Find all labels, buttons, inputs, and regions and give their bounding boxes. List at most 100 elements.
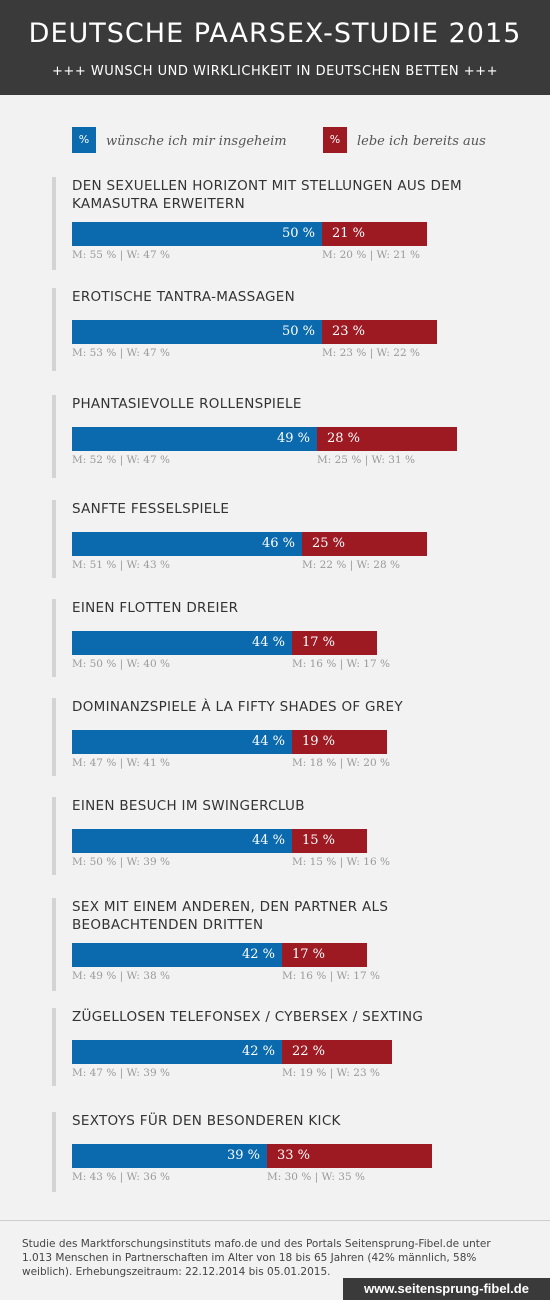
- gender-split-already: M: 18 % | W: 20 %: [292, 757, 390, 769]
- legend-swatch-wish: %: [72, 127, 96, 153]
- gender-split-already: M: 25 % | W: 31 %: [317, 454, 415, 466]
- bar-wish: 49 %: [72, 427, 317, 451]
- chart-group: SEX MIT EINEM ANDEREN, DEN PARTNER ALS B…: [52, 898, 512, 991]
- bar-already-value: 15 %: [302, 833, 336, 848]
- legend-swatch-already: %: [323, 127, 347, 153]
- group-divider-line: [52, 288, 56, 371]
- bar-already-value: 25 %: [312, 536, 346, 551]
- gender-split-wish: M: 55 % | W: 47 %: [72, 249, 170, 261]
- gender-split-wish: M: 53 % | W: 47 %: [72, 347, 170, 359]
- gender-split-wish: M: 50 % | W: 40 %: [72, 658, 170, 670]
- bar-wish-value: 44 %: [251, 635, 285, 650]
- chart-group: EINEN FLOTTEN DREIER 44 % 17 % M: 50 % | W:…: [52, 599, 512, 677]
- bar-wish: 44 %: [72, 631, 292, 655]
- gender-split-wish: M: 49 % | W: 38 %: [72, 970, 170, 982]
- chart-group: SEXTOYS FÜR DEN BESONDEREN KICK 39 % 33 % M…: [52, 1112, 512, 1192]
- footer-note: Studie des Marktforschungsinstituts mafo…: [22, 1238, 491, 1278]
- category-label: ZÜGELLOSEN TELEFONSEX / CYBERSEX / SEXTI…: [72, 1009, 424, 1025]
- group-divider-line: [52, 898, 56, 991]
- gender-split-already: M: 30 % | W: 35 %: [267, 1171, 365, 1183]
- bar-already-value: 23 %: [332, 324, 366, 339]
- bar-wish-value: 46 %: [261, 536, 295, 551]
- bar-already-value: 28 %: [327, 431, 361, 446]
- bar-already-value: 21 %: [332, 226, 366, 241]
- bar-wish: 44 %: [72, 829, 292, 853]
- group-divider-line: [52, 599, 56, 677]
- bar-already: 25 %: [302, 532, 427, 556]
- header-banner: DEUTSCHE PAARSEX-STUDIE 2015 +++ WUNSCH …: [0, 0, 550, 95]
- gender-split-wish: M: 47 % | W: 41 %: [72, 757, 170, 769]
- bar-already-value: 19 %: [302, 734, 336, 749]
- bar-wish-value: 39 %: [226, 1148, 260, 1163]
- bar-already: 15 %: [292, 829, 367, 853]
- group-divider-line: [52, 177, 56, 270]
- category-label: SANFTE FESSELSPIELE: [72, 501, 230, 517]
- bar-already: 28 %: [317, 427, 457, 451]
- bar-wish-value: 44 %: [251, 833, 285, 848]
- page-title: DEUTSCHE PAARSEX-STUDIE 2015: [28, 18, 522, 49]
- category-label: EINEN BESUCH IM SWINGERCLUB: [72, 798, 305, 814]
- bar-wish: 39 %: [72, 1144, 267, 1168]
- category-label: EROTISCHE TANTRA-MASSAGEN: [72, 289, 296, 305]
- category-label: PHANTASIEVOLLE ROLLENSPIELE: [72, 396, 302, 412]
- bar-wish: 46 %: [72, 532, 302, 556]
- bar-already: 22 %: [282, 1040, 392, 1064]
- gender-split-already: M: 19 % | W: 23 %: [282, 1067, 380, 1079]
- bar-wish: 50 %: [72, 222, 322, 246]
- bar-wish-value: 42 %: [241, 1044, 275, 1059]
- gender-split-wish: M: 43 % | W: 36 %: [72, 1171, 170, 1183]
- bar-wish-value: 50 %: [281, 226, 315, 241]
- gender-split-wish: M: 51 % | W: 43 %: [72, 559, 170, 571]
- gender-split-already: M: 22 % | W: 28 %: [302, 559, 400, 571]
- bar-wish-value: 50 %: [281, 324, 315, 339]
- chart-group: SANFTE FESSELSPIELE 46 % 25 % M: 51 % | W: …: [52, 500, 512, 578]
- gender-split-already: M: 20 % | W: 21 %: [322, 249, 420, 261]
- footer-divider: [0, 1220, 550, 1221]
- category-label: SEXTOYS FÜR DEN BESONDEREN KICK: [72, 1113, 341, 1129]
- bar-already: 33 %: [267, 1144, 432, 1168]
- bar-already: 17 %: [292, 631, 377, 655]
- legend-label-already: lebe ich bereits aus: [357, 134, 486, 149]
- chart-group: EROTISCHE TANTRA-MASSAGEN 50 % 23 % M: 53 %…: [52, 288, 512, 371]
- group-divider-line: [52, 698, 56, 776]
- category-label: SEX MIT EINEM ANDEREN, DEN PARTNER ALS B…: [72, 899, 389, 933]
- gender-split-wish: M: 47 % | W: 39 %: [72, 1067, 170, 1079]
- bar-already: 17 %: [282, 943, 367, 967]
- chart-group: ZÜGELLOSEN TELEFONSEX / CYBERSEX / SEXTI…: [52, 1008, 512, 1086]
- bar-already: 23 %: [322, 320, 437, 344]
- group-divider-line: [52, 1112, 56, 1192]
- bar-already: 21 %: [322, 222, 427, 246]
- chart-group: DEN SEXUELLEN HORIZONT MIT STELLUNGEN AU…: [52, 177, 512, 270]
- group-divider-line: [52, 500, 56, 578]
- bar-already-value: 17 %: [302, 635, 336, 650]
- gender-split-wish: M: 50 % | W: 39 %: [72, 856, 170, 868]
- gender-split-already: M: 16 % | W: 17 %: [282, 970, 380, 982]
- bar-wish-value: 49 %: [276, 431, 310, 446]
- group-divider-line: [52, 797, 56, 875]
- gender-split-already: M: 16 % | W: 17 %: [292, 658, 390, 670]
- bar-already-value: 33 %: [277, 1148, 311, 1163]
- group-divider-line: [52, 395, 56, 478]
- gender-split-already: M: 15 % | W: 16 %: [292, 856, 390, 868]
- category-label: DEN SEXUELLEN HORIZONT MIT STELLUNGEN AU…: [72, 178, 462, 212]
- bar-wish: 42 %: [72, 1040, 282, 1064]
- gender-split-wish: M: 52 % | W: 47 %: [72, 454, 170, 466]
- chart-group: EINEN BESUCH IM SWINGERCLUB 44 % 15 % M: 50…: [52, 797, 512, 875]
- bar-wish-value: 42 %: [241, 947, 275, 962]
- gender-split-already: M: 23 % | W: 22 %: [322, 347, 420, 359]
- category-label: EINEN FLOTTEN DREIER: [72, 600, 239, 616]
- chart-group: PHANTASIEVOLLE ROLLENSPIELE 49 % 28 % M: 52…: [52, 395, 512, 478]
- source-url: www.seitensprung-fibel.de: [343, 1278, 550, 1300]
- chart-group: DOMINANZSPIELE À LA FIFTY SHADES OF GREY…: [52, 698, 512, 776]
- page-subtitle: +++ WUNSCH UND WIRKLICHKEIT IN DEUTSCHEN…: [52, 64, 498, 79]
- bar-wish: 50 %: [72, 320, 322, 344]
- bar-wish: 42 %: [72, 943, 282, 967]
- bar-already: 19 %: [292, 730, 387, 754]
- bar-wish: 44 %: [72, 730, 292, 754]
- bar-already-value: 22 %: [292, 1044, 326, 1059]
- category-label: DOMINANZSPIELE À LA FIFTY SHADES OF GREY: [72, 699, 403, 715]
- legend-label-wish: wünsche ich mir insgeheim: [106, 134, 287, 149]
- group-divider-line: [52, 1008, 56, 1086]
- bar-wish-value: 44 %: [251, 734, 285, 749]
- bar-already-value: 17 %: [292, 947, 326, 962]
